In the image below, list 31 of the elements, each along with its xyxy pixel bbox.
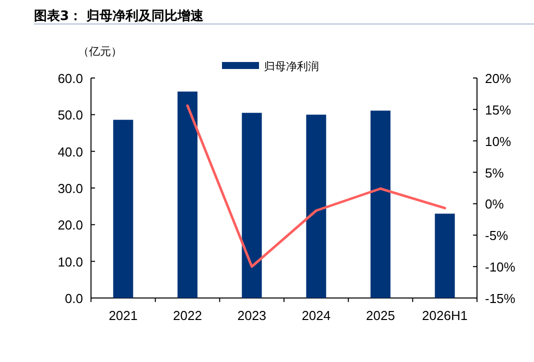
y2-tick-label: 5%: [485, 165, 504, 180]
bar: [178, 92, 198, 298]
y2-tick-label: 0%: [485, 196, 504, 212]
y2-tick-label: 10%: [485, 134, 512, 149]
legend-label: 归母净利润: [264, 60, 319, 73]
bar: [306, 114, 326, 298]
bar: [434, 214, 455, 298]
y2-tick-label: -15%: [485, 291, 516, 306]
y-tick-label: 50.0: [58, 108, 83, 123]
x-tick-label: 2022: [173, 308, 202, 323]
y-axis-title: （亿元）: [78, 45, 122, 58]
bar: [242, 112, 262, 298]
y2-tick-label: -10%: [485, 260, 516, 275]
y-tick-label: 0.0: [64, 291, 83, 306]
y-tick-label: 40.0: [58, 144, 83, 160]
x-tick-label: 2026H1: [422, 308, 468, 323]
x-tick-label: 2023: [237, 308, 266, 323]
x-tick-label: 2024: [302, 308, 331, 323]
y-tick-label: 20.0: [58, 218, 83, 233]
x-tick-label: 2021: [108, 308, 138, 323]
x-tick-label: 2025: [366, 308, 395, 323]
y-tick-label: 60.0: [58, 71, 83, 86]
y2-tick-label: 20%: [485, 71, 512, 86]
chart-title: 图表3： 归母净利及同比增速: [34, 8, 205, 24]
y2-tick-label: 15%: [485, 102, 512, 118]
y-tick-label: 30.0: [58, 181, 83, 196]
y-tick-label: 10.0: [58, 254, 83, 270]
y2-tick-label: -5%: [485, 228, 509, 244]
bar: [113, 120, 134, 298]
line-series: [186, 104, 446, 268]
bar: [370, 110, 390, 298]
